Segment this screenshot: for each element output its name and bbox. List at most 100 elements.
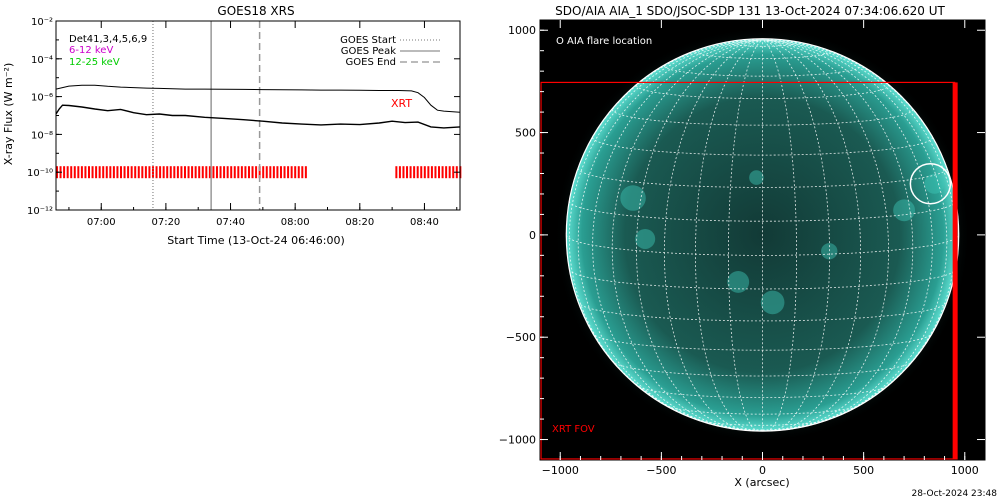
xrt-coverage-tick [255, 166, 258, 179]
active-region [760, 290, 785, 315]
xrt-coverage-tick [159, 166, 162, 179]
xrt-coverage-tick [187, 166, 190, 179]
xrt-coverage-tick [219, 166, 222, 179]
xrt-coverage-tick [127, 166, 130, 179]
xrt-coverage-tick [105, 166, 108, 179]
xrt-coverage-tick [166, 166, 169, 179]
xrt-coverage-tick [283, 166, 286, 179]
xrt-coverage-tick [240, 166, 243, 179]
xrt-coverage-tick [290, 166, 293, 179]
goes-title: GOES18 XRS [217, 4, 294, 18]
xrt-coverage-tick [215, 166, 218, 179]
legend-goes-start: GOES Start [340, 35, 396, 46]
xrt-coverage-tick [109, 166, 112, 179]
xrt-fov-label: XRT FOV [552, 424, 595, 435]
longitude-line [664, 39, 763, 432]
latitude-line [636, 384, 889, 398]
xrt-coverage-tick [91, 166, 94, 179]
xrt-coverage-tick [233, 166, 236, 179]
aia-ytick-label: −500 [506, 331, 536, 344]
xrt-coverage-tick [151, 166, 154, 179]
longitude-line [762, 39, 830, 432]
goes-ytick-label: 10⁻⁶ [31, 93, 53, 104]
xrt-coverage-tick [244, 166, 247, 179]
xrt-coverage-tick [301, 166, 304, 179]
longitude-line [611, 39, 763, 431]
active-region [749, 170, 764, 185]
xrt-coverage-tick [409, 166, 412, 179]
band-low-label: 6-12 keV [69, 45, 113, 56]
xrt-coverage-tick [173, 166, 176, 179]
xrt-coverage-tick [98, 166, 101, 179]
xrt-fov-edge [952, 82, 958, 460]
goes-xlabel: Start Time (13-Oct-24 06:46:00) [167, 234, 345, 247]
xrt-coverage-tick [434, 166, 437, 179]
xrt-coverage-tick [137, 166, 140, 179]
xrt-coverage-tick [247, 166, 250, 179]
goes-ytick-label: 10⁻¹⁰ [27, 168, 53, 179]
footer-timestamp: 28-Oct-2024 23:48 [912, 489, 998, 499]
aia-xtick-label: 0 [759, 464, 766, 477]
xrt-coverage-tick [119, 166, 122, 179]
xrt-coverage-tick [208, 166, 211, 179]
xrt-coverage-tick [297, 166, 300, 179]
latitude-line [695, 418, 830, 426]
latitude-line [664, 65, 861, 77]
longitude-line [695, 39, 763, 432]
goes-series-low [55, 84, 461, 113]
xrt-coverage-tick [95, 166, 98, 179]
xrt-coverage-tick [304, 166, 307, 179]
active-region [727, 271, 750, 293]
xrt-coverage-tick [230, 166, 233, 179]
goes-ytick-label: 10⁻⁸ [31, 130, 53, 141]
legend-goes-end: GOES End [346, 57, 396, 68]
xrt-coverage-tick [162, 166, 165, 179]
xrt-coverage-tick [80, 166, 83, 179]
xrt-coverage-tick [84, 166, 87, 179]
xrt-coverage-tick [416, 166, 419, 179]
xrt-coverage-tick [141, 166, 144, 179]
xrt-coverage-tick [212, 166, 215, 179]
solar-limb [565, 38, 960, 432]
xrt-coverage-tick [123, 166, 126, 179]
longitude-line [762, 39, 914, 431]
xrt-coverage-tick [430, 166, 433, 179]
band-high-label: 12-25 keV [69, 57, 120, 68]
xrt-coverage-tick [70, 166, 73, 179]
xrt-coverage-tick [134, 166, 137, 179]
aia-axes: −1000 −500 0 500 1000 1000 500 0 −500 −1000 [499, 19, 986, 477]
longitude-line [577, 39, 763, 431]
aia-ytick-label: 1000 [508, 24, 536, 37]
xrt-coverage-tick [251, 166, 254, 179]
xrt-coverage-tick [148, 166, 151, 179]
goes-xrs-panel: GOES18 XRS 10⁻² 10⁻⁴ 10⁻⁶ 10⁻⁸ 10⁻¹⁰ 10⁻¹² 07:… [2, 4, 462, 247]
longitude-line [762, 39, 861, 432]
xrt-coverage-tick [402, 166, 405, 179]
xrt-coverage-tick [194, 166, 197, 179]
aia-ytick-label: 0 [529, 229, 536, 242]
goes-xtick-label: 07:00 [87, 217, 116, 228]
xrt-coverage-tick [112, 166, 115, 179]
goes-legend: GOES Start GOES Peak GOES End [340, 35, 440, 68]
xrt-coverage-tick [406, 166, 409, 179]
latitude-line [611, 109, 914, 126]
legend-goes-peak: GOES Peak [341, 46, 396, 57]
xrt-coverage-tick [413, 166, 416, 179]
xrt-coverage-tick [176, 166, 179, 179]
xrt-coverage-tick [144, 166, 147, 179]
xrt-coverage-tick [438, 166, 441, 179]
xrt-coverage-tick [102, 166, 105, 179]
xrt-coverage-tick [294, 166, 297, 179]
xrt-label: XRT [391, 97, 412, 110]
xrt-coverage-tick [423, 166, 426, 179]
goes-ytick-label: 10⁻² [31, 17, 53, 28]
xrt-coverage-tick [279, 166, 282, 179]
aia-xlabel: X (arcsec) [734, 476, 789, 489]
active-region [893, 199, 916, 222]
xrt-coverage-tick [205, 166, 208, 179]
xrt-coverage-tick [63, 166, 66, 179]
xrt-coverage-tick [398, 166, 401, 179]
xrt-coverage-tick [276, 166, 279, 179]
xrt-coverage-tick [169, 166, 172, 179]
goes-ytick-label: 10⁻⁴ [31, 55, 53, 66]
